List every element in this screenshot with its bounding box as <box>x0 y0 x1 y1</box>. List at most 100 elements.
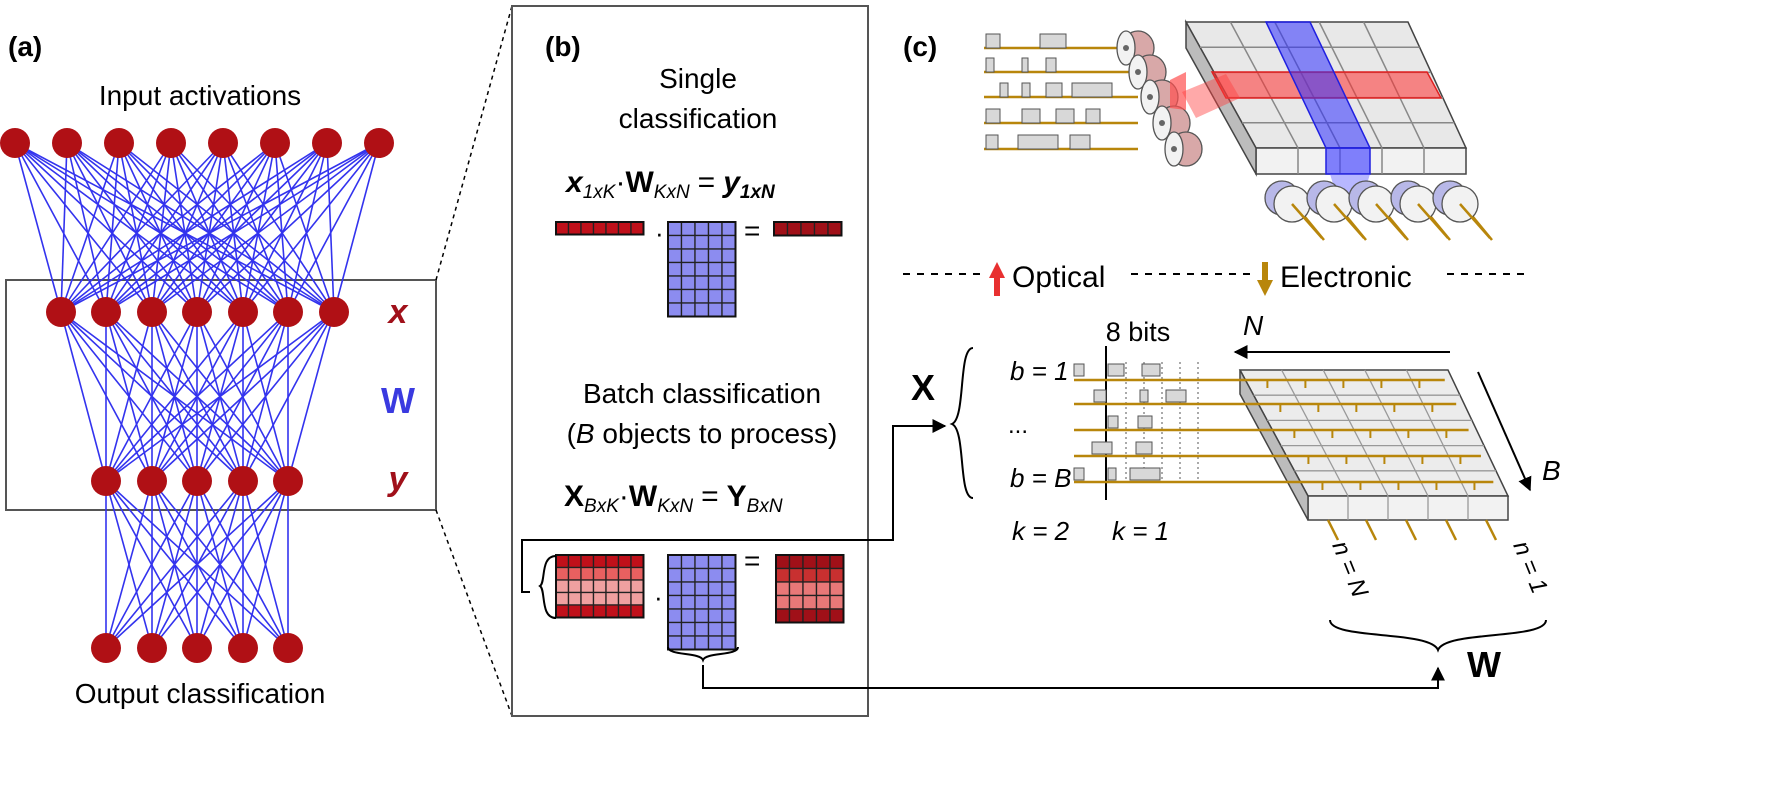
optical-modulators <box>1116 30 1203 167</box>
batch-title-line2: (B objects to process) <box>567 418 838 449</box>
matrix-cell <box>707 221 723 237</box>
network-edge <box>105 311 289 482</box>
network-edge <box>60 142 68 313</box>
network-edge <box>60 142 120 313</box>
panel-b-label: (b) <box>545 31 581 62</box>
k2-label: k = 2 <box>1012 516 1070 546</box>
optical-pulse <box>1045 57 1057 73</box>
B-arrow <box>1477 371 1532 492</box>
matrix-cell <box>617 554 632 569</box>
echip-grid-col <box>1364 369 1429 497</box>
matrix-cell <box>721 234 737 250</box>
matrix-cell <box>773 221 789 237</box>
matrix-cell <box>605 579 620 594</box>
matrix-cell <box>721 221 737 237</box>
matrix-cell <box>567 221 582 236</box>
Y-batch-matrix <box>775 554 845 624</box>
neuron-node <box>228 466 258 496</box>
matrix-cell <box>788 608 804 624</box>
matrix-cell <box>680 554 696 570</box>
optical-pulse <box>1017 134 1059 150</box>
batch-mini-eq: = <box>744 545 760 576</box>
bit-pulse <box>1165 389 1187 403</box>
matrix-cell <box>721 635 737 651</box>
matrix-cell <box>617 579 632 594</box>
single-equation: x1xK·WKxN = y1xN <box>564 166 776 203</box>
matrix-cell <box>829 581 845 597</box>
network-edge <box>170 142 198 313</box>
bit-pulse <box>1073 363 1085 377</box>
w-under-brace <box>667 646 739 663</box>
modulator-dot <box>1147 94 1153 100</box>
neuron-node <box>312 128 342 158</box>
network-edge <box>151 142 380 313</box>
network-edge <box>66 142 153 313</box>
network-edge <box>170 142 244 313</box>
X-input-label: X <box>911 367 935 408</box>
matrix-cell <box>707 234 723 250</box>
network-edge <box>105 142 224 313</box>
w-matrix-label: W <box>381 380 415 421</box>
matrix-cell <box>788 554 804 570</box>
matrix-cell <box>721 302 737 318</box>
matrix-cell <box>694 261 710 277</box>
matrix-cell <box>555 591 570 606</box>
optical-pulse <box>1085 108 1101 124</box>
red-beam <box>1182 74 1240 118</box>
network-edge <box>287 311 335 482</box>
matrix-cell <box>592 221 607 236</box>
network-edge <box>105 142 172 313</box>
matrix-cell <box>667 288 683 304</box>
matrix-cell <box>721 581 737 597</box>
matrix-cell <box>815 567 831 583</box>
optical-up-arrow <box>989 262 1005 296</box>
network-edge <box>60 142 276 313</box>
chip-side-face <box>1185 19 1257 177</box>
W-output-label: W <box>1467 644 1501 685</box>
neuron-node <box>182 633 212 663</box>
matrix-cell <box>680 581 696 597</box>
network-edge <box>242 142 276 313</box>
detector-lead <box>1291 203 1323 239</box>
echip-front-face <box>1307 495 1509 521</box>
matrix-cell <box>580 221 595 236</box>
matrix-cell <box>815 608 831 624</box>
network-edge <box>66 142 107 313</box>
network-edge <box>196 142 328 313</box>
matrix-cell <box>580 554 595 569</box>
network-edge <box>326 142 335 313</box>
network-edge <box>105 142 328 313</box>
network-edge <box>14 142 198 313</box>
batch-matrices <box>555 554 845 651</box>
matrix-cell <box>721 594 737 610</box>
matrix-cell <box>829 594 845 610</box>
photodetectors <box>1264 180 1493 241</box>
optical-label: Optical <box>1012 261 1105 294</box>
matrix-cell <box>694 621 710 637</box>
network-edges <box>14 142 380 649</box>
panel-c-label: (c) <box>903 31 937 62</box>
matrix-cell <box>694 567 710 583</box>
network-edge <box>196 142 276 313</box>
network-edge <box>222 142 335 313</box>
network-edge <box>242 480 289 649</box>
electronic-label: Electronic <box>1280 261 1412 294</box>
neuron-node <box>137 297 167 327</box>
matrix-cell <box>707 302 723 318</box>
matrix-cell <box>815 554 831 570</box>
output-column-wire <box>1404 519 1418 541</box>
optical-pulse <box>985 57 995 73</box>
matrix-cell <box>694 288 710 304</box>
matrix-cell <box>788 594 804 610</box>
neuron-node <box>273 466 303 496</box>
matrix-cell <box>788 581 804 597</box>
network-edge <box>118 142 244 313</box>
echip-grid-col <box>1405 369 1469 497</box>
electronic-down-arrow <box>1257 262 1273 296</box>
matrix-cell <box>592 554 607 569</box>
network-edge <box>14 142 335 313</box>
matrix-cell <box>617 604 632 619</box>
bits-label: 8 bits <box>1106 317 1171 347</box>
y-vector-label: y <box>387 460 410 498</box>
optical-input-signals <box>984 33 1138 151</box>
